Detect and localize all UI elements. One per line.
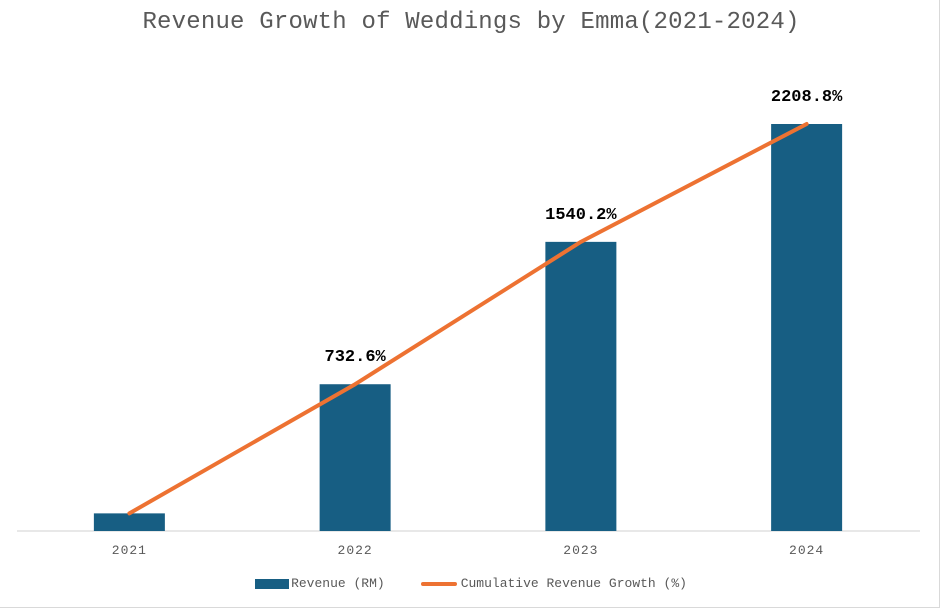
legend-item-growth[interactable]: Cumulative Revenue Growth (%) [420,576,687,591]
bar-2023 [545,241,617,531]
legend-swatch-growth [420,581,457,586]
legend-label-revenue: Revenue (RM) [291,576,385,591]
x-tick-label: 2022 [338,543,373,558]
bar-2021 [93,513,165,531]
data-label-growth: 1540.2% [545,206,617,225]
x-tick-label: 2021 [112,543,147,558]
legend-swatch-revenue [255,578,290,589]
data-label-growth: 2208.8% [771,88,843,107]
bar-2024 [771,124,843,531]
x-tick-label: 2023 [563,543,598,558]
chart-title: Revenue Growth of Weddings by Emma(2021-… [142,9,800,36]
legend-label-growth: Cumulative Revenue Growth (%) [460,576,687,591]
growth-line [127,122,809,516]
bar-2022 [319,384,391,531]
data-label-growth: 732.6% [325,348,387,367]
legend-item-revenue[interactable]: Revenue (RM) [255,576,385,591]
x-tick-label: 2024 [789,543,824,558]
legend: Revenue (RM) Cumulative Revenue Growth (… [0,576,942,591]
